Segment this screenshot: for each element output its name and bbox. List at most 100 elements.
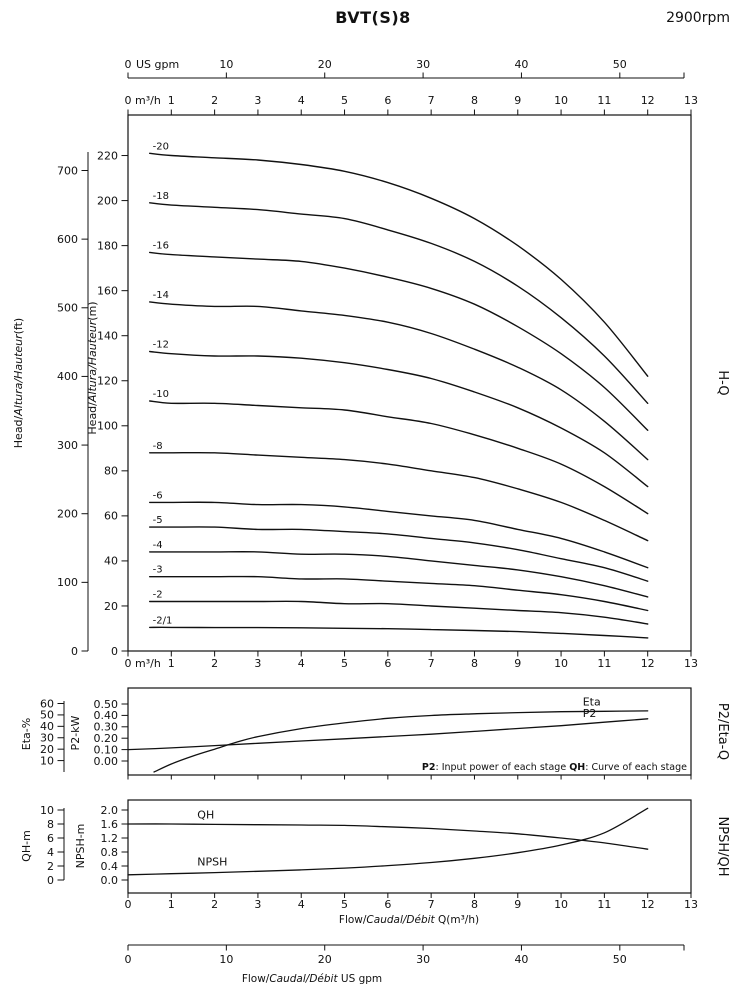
eta-tick-label: 30 [40,732,54,745]
hq-stage-label: -12 [153,339,169,350]
p2-tick-label: 0.20 [94,732,119,745]
m3h-bottom-tick-label: 7 [428,657,435,670]
m3h-top-tick-label: 4 [298,94,305,107]
hq-stage-label: -4 [153,540,163,551]
p2-axis-title: P2-kW [69,715,82,750]
gpm-top-tick-label: 30 [416,58,430,71]
hq-ft-tick-label: 400 [57,370,78,383]
curve-NPSH [127,807,649,876]
qh-tick-label: 10 [40,804,54,817]
m3h-bottom-tick-label: 9 [514,657,521,670]
hq-curve--5 [149,526,649,582]
m3h-top-tick-label: 0 [125,94,132,107]
rpm-label: 2900rpm [666,10,730,26]
eta-tick-label: 40 [40,720,54,733]
npsh-tick-label: 1.6 [101,818,119,831]
hq-stage-label: -20 [153,141,169,152]
hq-curve--8 [149,451,649,542]
gpm-bottom-tick-label: 10 [219,953,233,966]
m3h-top-tick-label: 13 [684,94,698,107]
gpm-top-tick-label: 40 [514,58,528,71]
m3h-bottom-axis-unit: m³/h [135,657,161,670]
p2-tick-label: 0.00 [94,755,119,768]
hq-plot-frame [127,114,692,652]
m3h-top-axis-unit: m³/h [135,94,161,107]
hq-curve--2 [149,600,649,625]
npsh-x-tick-label: 1 [168,898,175,911]
npsh-tick-label: 2.0 [101,804,119,817]
hq-stage-label: -8 [153,441,163,452]
p2-tick-label: 0.10 [94,743,119,756]
hq-m-tick-label: 140 [97,330,118,343]
qh-tick-label: 0 [47,874,54,887]
p2eta-plot-frame [127,687,692,776]
npsh-tick-label: 0.4 [101,860,119,873]
hq-stage-label: -16 [153,240,169,251]
npsh-tick-label: 0.0 [101,874,119,887]
p2-tick-label: 0.40 [94,709,119,722]
gpm-top-tick-label: 0 [125,58,132,71]
npsh-tick-label: 0.8 [101,846,119,859]
gpm-top-tick-label: 10 [219,58,233,71]
npsh-x-tick-label: 8 [471,898,478,911]
qh-axis-title: QH-m [20,830,33,862]
eta-tick-label: 20 [40,743,54,756]
m3h-bottom-tick-label: 2 [211,657,218,670]
m3h-top-tick-label: 1 [168,94,175,107]
hq-m-tick-label: 200 [97,194,118,207]
m3h-bottom-tick-label: 1 [168,657,175,670]
hq-curve--12 [149,350,649,488]
eta-axis-title: Eta-% [20,718,33,750]
m3h-top-tick-label: 12 [641,94,655,107]
gpm-bottom-tick-label: 20 [318,953,332,966]
hq-side-label: H-Q [715,370,730,395]
hq-stage-label: -6 [153,490,163,501]
m3h-top-tick-label: 11 [597,94,611,107]
m3h-top-tick-label: 6 [384,94,391,107]
hq-ft-tick-label: 100 [57,576,78,589]
page-title: BVT(S)8 [335,8,411,27]
hq-curve--4 [149,551,649,598]
p2-tick-label: 0.50 [94,698,119,711]
npsh-x-tick-label: 4 [298,898,305,911]
gpm-bottom-tick-label: 30 [416,953,430,966]
hq-stage-label: -2/1 [153,615,173,626]
gpm-top-axis-unit: US gpm [136,58,179,71]
m3h-top-tick-label: 7 [428,94,435,107]
npsh-x-tick-label: 7 [428,898,435,911]
npsh-x-tick-label: 0 [125,898,132,911]
npsh-x-tick-label: 11 [597,898,611,911]
hq-curve--16 [149,251,649,431]
hq-ft-tick-label: 700 [57,164,78,177]
m3h-bottom-tick-label: 10 [554,657,568,670]
hq-stage-label: -18 [153,191,169,202]
gpm-top-tick-label: 50 [613,58,627,71]
npsh-x-tick-label: 10 [554,898,568,911]
hq-ft-tick-label: 200 [57,508,78,521]
m3h-bottom-tick-label: 3 [254,657,261,670]
hq-curve--3 [149,575,649,612]
m3h-bottom-tick-label: 6 [384,657,391,670]
hq-stage-label: -2 [153,589,163,600]
hq-stage-label: -14 [153,290,169,301]
npsh-tick-label: 1.2 [101,832,119,845]
gpm-bottom-tick-label: 0 [125,953,132,966]
hq-ft-axis-title: Head/Altura/Hauteur(ft) [12,318,25,448]
qh-curve-label: QH [197,808,214,821]
npsh-x-tick-label: 2 [211,898,218,911]
qh-tick-label: 2 [47,860,54,873]
m3h-bottom-tick-label: 11 [597,657,611,670]
gpm-top-tick-label: 20 [318,58,332,71]
hq-m-tick-label: 40 [104,555,118,568]
hq-m-axis-title: Head/Altura/Hauteur(m) [86,301,99,434]
m3h-top-tick-label: 9 [514,94,521,107]
m3h-bottom-tick-label: 13 [684,657,698,670]
curve-QH [127,823,649,850]
npsh-x-tick-label: 6 [384,898,391,911]
m3h-top-tick-label: 5 [341,94,348,107]
npsh-plot-frame [127,799,692,894]
eta-tick-label: 60 [40,697,54,710]
npsh-x-axis-title: Flow/Caudal/Débit Q(m³/h) [339,914,479,926]
hq-curve--20 [149,152,649,377]
